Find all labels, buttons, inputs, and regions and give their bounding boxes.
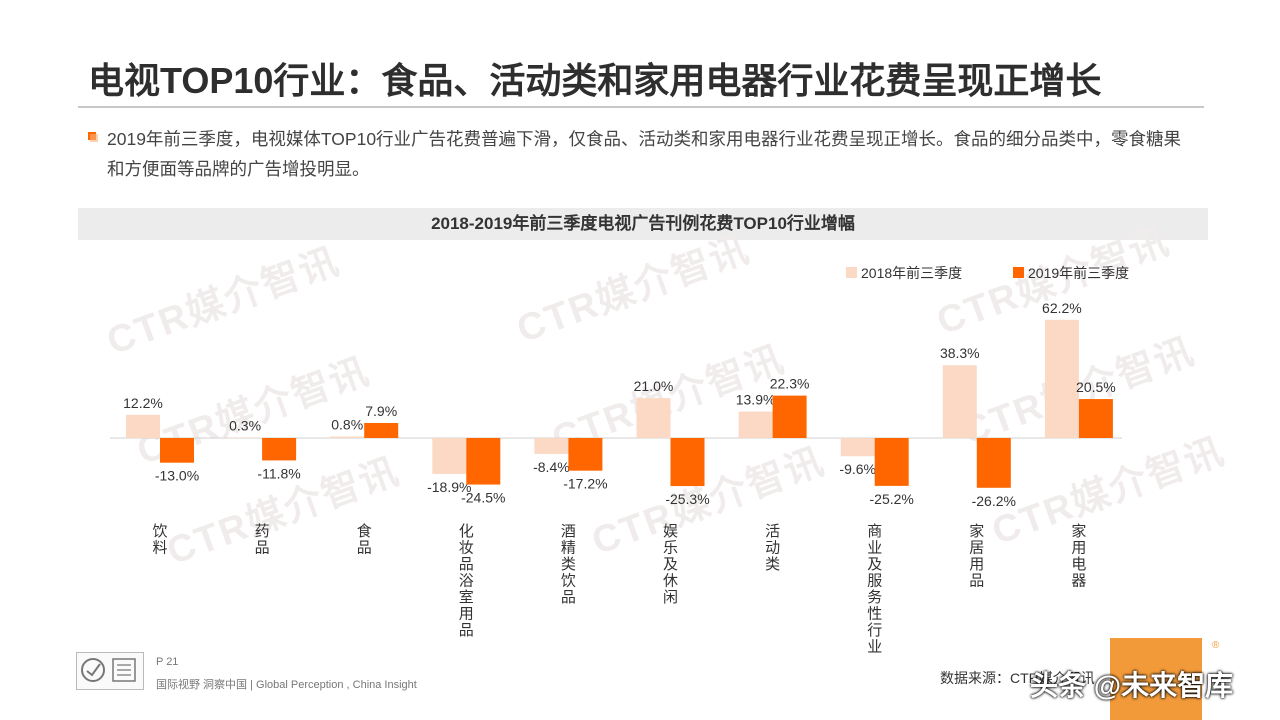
data-label: 21.0% (634, 378, 674, 394)
data-label: -18.9% (427, 479, 471, 495)
footer-tagline: 国际视野 洞察中国 | Global Perception , China In… (156, 679, 417, 691)
category-label: 动 (765, 539, 780, 557)
page-title: 电视TOP10行业：食品、活动类和家用电器行业花费呈现正增长 (88, 60, 1102, 101)
category-label: 家 (969, 522, 984, 540)
bar-2019 (874, 438, 909, 486)
bar-2018 (942, 365, 977, 438)
category-label: 家 (1071, 522, 1086, 540)
category-label: 类 (561, 555, 576, 573)
data-label: -9.6% (839, 461, 876, 477)
category-label: 服 (867, 572, 882, 590)
category-label: 器 (1071, 572, 1086, 590)
legend-label: 2018年前三季度 (861, 265, 962, 281)
category-label: 品 (357, 539, 372, 557)
category-label: 居 (969, 539, 984, 557)
category-label: 品 (969, 572, 984, 590)
category-label: 及 (663, 555, 678, 573)
category-label: 用 (1071, 539, 1086, 557)
bar-2018 (228, 437, 263, 439)
category-label: 娱 (663, 522, 678, 540)
data-label: -17.2% (563, 476, 607, 492)
data-label: -13.0% (155, 468, 199, 484)
category-label: 室 (459, 588, 474, 606)
page-number: P 21 (156, 656, 179, 668)
category-label: 饮 (152, 522, 167, 540)
category-label: 化 (459, 522, 474, 540)
bar-2019 (670, 438, 705, 487)
data-label: 12.2% (123, 395, 163, 411)
bar-2018 (330, 436, 365, 438)
data-label: 0.8% (331, 416, 363, 432)
category-label: 性 (867, 605, 882, 623)
data-label: -25.2% (870, 491, 914, 507)
category-label: 类 (765, 555, 780, 573)
bar-2018 (1044, 319, 1079, 438)
bar-2019 (466, 438, 501, 485)
bar-2019 (772, 395, 807, 438)
data-label: -8.4% (533, 459, 570, 475)
data-label: 62.2% (1042, 300, 1082, 316)
legend-swatch (846, 267, 857, 278)
title-divider (78, 106, 1204, 108)
bar-2018 (636, 398, 671, 438)
data-label: -25.3% (665, 491, 709, 507)
category-label: 及 (867, 555, 882, 573)
bar-2018 (534, 438, 569, 454)
bar-2019 (262, 438, 297, 461)
category-label: 品 (255, 539, 270, 557)
category-label: 业 (867, 638, 882, 656)
category-label: 闲 (663, 588, 678, 606)
category-label: 商 (867, 522, 882, 540)
legend-swatch (1013, 267, 1024, 278)
bar-2018 (738, 411, 773, 438)
category-label: 料 (152, 539, 167, 557)
bar-2019 (1078, 399, 1113, 438)
data-label: 22.3% (770, 376, 810, 392)
bar-2018 (840, 438, 875, 457)
category-label: 务 (867, 588, 882, 606)
bar-2019 (160, 438, 194, 463)
category-label: 电 (1071, 555, 1086, 573)
category-label: 乐 (663, 539, 678, 557)
chart-title: 2018-2019年前三季度电视广告刊例花费TOP10行业增幅 (78, 208, 1208, 240)
category-label: 品 (561, 588, 576, 606)
bar-2019 (568, 438, 603, 471)
category-label: 精 (561, 539, 576, 557)
data-label: -11.8% (257, 465, 300, 481)
category-label: 酒 (561, 522, 576, 540)
category-label: 药 (255, 522, 270, 540)
certification-logo (76, 652, 144, 690)
category-label: 品 (459, 621, 474, 639)
bar-2019 (364, 422, 399, 438)
data-label: 20.5% (1076, 379, 1116, 395)
description-text: 2019年前三季度，电视媒体TOP10行业广告花费普遍下滑，仅食品、活动类和家用… (107, 129, 1182, 179)
category-label: 饮 (561, 572, 576, 590)
category-label: 品 (459, 555, 474, 573)
category-label: 业 (867, 539, 882, 557)
bullet-icon (88, 132, 98, 142)
category-label: 活 (765, 522, 780, 540)
data-label: -24.5% (461, 490, 505, 506)
registered-mark-icon: ® (1212, 640, 1220, 651)
category-label: 行 (867, 621, 882, 639)
category-label: 休 (663, 572, 678, 590)
category-label: 用 (459, 605, 474, 623)
data-source: 数据来源：CTR媒介智讯 (940, 670, 1095, 686)
category-label: 食 (357, 522, 372, 540)
bar-2018 (126, 414, 160, 438)
category-label: 浴 (459, 572, 474, 590)
legend-label: 2019年前三季度 (1028, 265, 1129, 281)
toutiao-watermark: 头条 @未来智库 (1030, 670, 1234, 701)
brand-ribbon (1110, 638, 1202, 720)
category-label: 妆 (459, 539, 474, 557)
data-label: 38.3% (940, 345, 980, 361)
category-label: 用 (969, 555, 984, 573)
data-label: -26.2% (972, 493, 1016, 509)
bar-2019 (976, 438, 1011, 488)
data-label: 13.9% (736, 392, 776, 408)
data-label: 0.3% (229, 417, 261, 433)
bar-2018 (432, 438, 467, 474)
data-label: 7.9% (365, 403, 397, 419)
